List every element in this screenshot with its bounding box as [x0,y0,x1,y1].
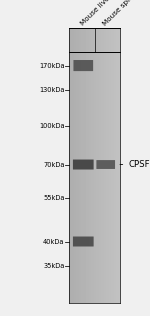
Text: Mouse spleen: Mouse spleen [102,0,141,27]
FancyBboxPatch shape [73,160,94,169]
Text: CPSF3: CPSF3 [120,160,150,169]
Text: 40kDa: 40kDa [43,239,64,245]
FancyBboxPatch shape [74,60,93,71]
Text: 170kDa: 170kDa [39,63,64,69]
Text: 55kDa: 55kDa [43,195,64,201]
Text: 100kDa: 100kDa [39,123,64,129]
FancyBboxPatch shape [73,236,94,246]
FancyBboxPatch shape [96,160,115,169]
Text: Mouse liver: Mouse liver [79,0,113,27]
Text: 35kDa: 35kDa [43,263,64,269]
Text: 130kDa: 130kDa [39,87,64,93]
Text: 70kDa: 70kDa [43,161,64,167]
